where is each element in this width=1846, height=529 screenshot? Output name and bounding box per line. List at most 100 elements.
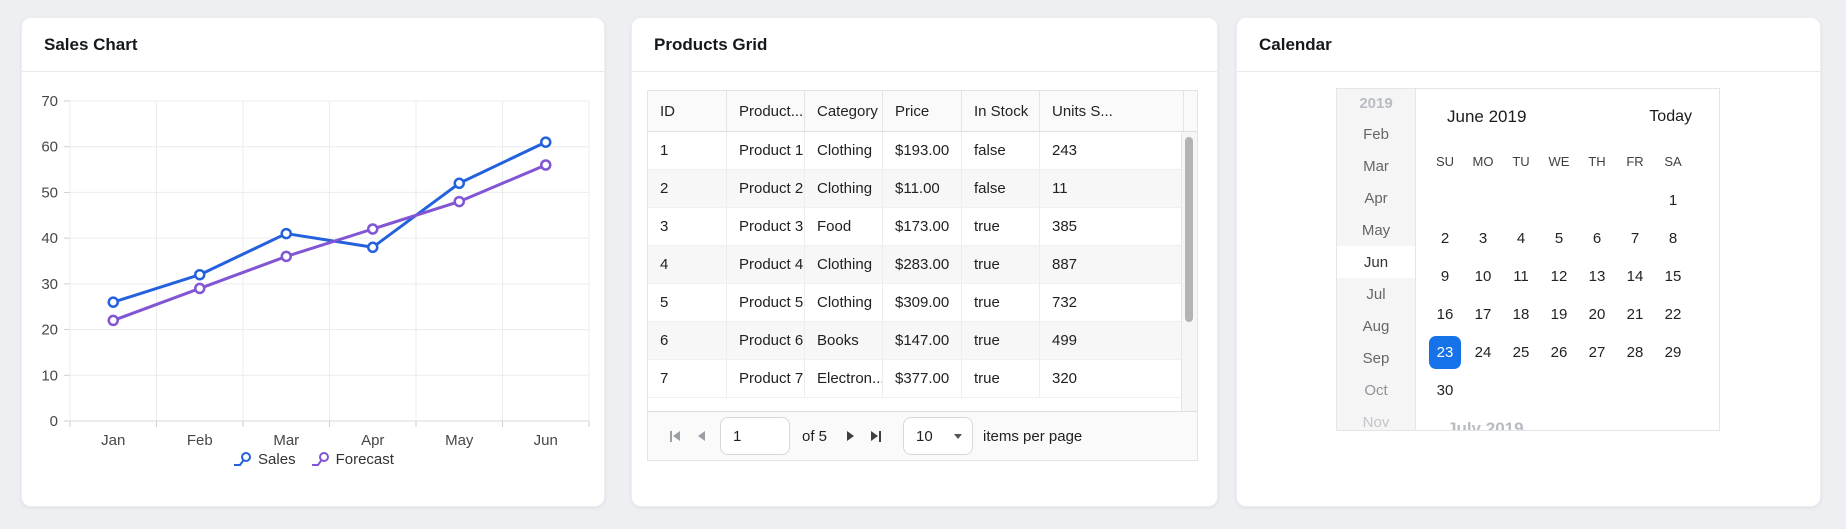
svg-text:0: 0 <box>50 413 58 430</box>
year-label: 2019 <box>1359 95 1393 112</box>
products-grid-card: Products Grid ID Product... Category Price I… <box>631 17 1218 507</box>
table-cell: 385 <box>1040 208 1184 245</box>
weekday-label: TU <box>1512 154 1530 169</box>
legend-item-forecast[interactable]: Forecast <box>310 451 394 468</box>
empty-day-cell <box>1540 181 1578 219</box>
day-cell[interactable]: 20 <box>1588 305 1606 323</box>
empty-day-cell <box>1616 371 1654 409</box>
pager-first-button[interactable] <box>662 423 688 449</box>
day-cell[interactable]: 16 <box>1436 305 1454 323</box>
svg-text:May: May <box>445 432 474 449</box>
month-item-mar[interactable]: Mar <box>1363 157 1389 175</box>
day-cell[interactable]: 30 <box>1436 381 1454 399</box>
svg-text:Feb: Feb <box>187 432 213 449</box>
table-row[interactable]: 2 Product 2 Clothing $11.00 false 11 <box>648 170 1197 208</box>
day-cell[interactable]: 11 <box>1513 267 1529 285</box>
day-cell[interactable]: 22 <box>1664 305 1682 323</box>
page-size-dropdown[interactable]: 10 <box>903 417 974 455</box>
calendar-week-row: 1 <box>1426 181 1692 219</box>
day-cell[interactable]: 9 <box>1440 267 1450 285</box>
column-header-id[interactable]: ID <box>648 91 727 131</box>
pager-last-button[interactable] <box>863 423 889 449</box>
day-cell[interactable]: 21 <box>1626 305 1644 323</box>
weekday-label: TH <box>1588 154 1606 169</box>
svg-text:Apr: Apr <box>361 432 384 449</box>
column-header-category[interactable]: Category <box>805 91 883 131</box>
day-cell[interactable]: 28 <box>1626 343 1644 361</box>
weekday-label: MO <box>1472 154 1494 169</box>
day-cell[interactable]: 19 <box>1550 305 1568 323</box>
table-row[interactable]: 7 Product 7 Electron... $377.00 true 320 <box>648 360 1197 398</box>
calendar-card: Calendar 2019 Feb Mar Apr May Jun Jul Aug Sep Oct… <box>1236 17 1821 507</box>
weekday-label: FR <box>1626 154 1644 169</box>
day-cell[interactable]: 25 <box>1512 343 1530 361</box>
day-cell[interactable]: 13 <box>1588 267 1606 285</box>
column-header-instock[interactable]: In Stock <box>962 91 1040 131</box>
day-cell[interactable]: 3 <box>1478 229 1488 247</box>
pager-prev-button[interactable] <box>688 423 714 449</box>
month-item-sep[interactable]: Sep <box>1362 349 1390 367</box>
table-row[interactable]: 4 Product 4 Clothing $283.00 true 887 <box>648 246 1197 284</box>
table-row[interactable]: 1 Product 1 Clothing $193.00 false 243 <box>648 132 1197 170</box>
day-cell[interactable]: 18 <box>1512 305 1530 323</box>
table-cell: Clothing <box>805 132 883 169</box>
month-item-apr[interactable]: Apr <box>1364 189 1388 207</box>
empty-day-cell <box>1578 371 1616 409</box>
table-row[interactable]: 3 Product 3 Food $173.00 true 385 <box>648 208 1197 246</box>
day-cell[interactable]: 29 <box>1664 343 1682 361</box>
month-item-may[interactable]: May <box>1361 221 1391 239</box>
day-cell[interactable]: 17 <box>1474 305 1492 323</box>
calendar-weeks: 1 2 3 4 5 6 7 8 9 10 11 12 13 14 15 16 17 18 19 20 21 22 23 24 2… <box>1426 181 1692 409</box>
table-cell: true <box>962 322 1040 359</box>
day-cell[interactable]: 15 <box>1664 267 1682 285</box>
legend-item-sales[interactable]: Sales <box>232 451 296 468</box>
empty-day-cell <box>1540 371 1578 409</box>
table-row[interactable]: 5 Product 5 Clothing $309.00 true 732 <box>648 284 1197 322</box>
day-cell[interactable]: 8 <box>1668 229 1678 247</box>
empty-day-cell <box>1426 181 1464 219</box>
column-header-product[interactable]: Product... <box>727 91 805 131</box>
day-cell[interactable]: 12 <box>1550 267 1568 285</box>
line-series-marker-icon <box>311 451 329 466</box>
sales-chart-title: Sales Chart <box>44 34 138 54</box>
month-item-jun[interactable]: Jun <box>1337 246 1415 278</box>
month-item-aug[interactable]: Aug <box>1362 317 1390 335</box>
day-cell[interactable]: 14 <box>1626 267 1644 285</box>
day-cell[interactable]: 1 <box>1668 191 1678 209</box>
pager-next-button[interactable] <box>837 423 863 449</box>
month-item-feb[interactable]: Feb <box>1363 125 1389 143</box>
day-cell[interactable]: 5 <box>1554 229 1564 247</box>
table-cell: Product 6 <box>727 322 805 359</box>
products-grid-header: Products Grid <box>632 18 1217 72</box>
day-cell[interactable]: 4 <box>1516 229 1526 247</box>
column-header-unitss[interactable]: Units S... <box>1040 91 1184 131</box>
calendar-view-title: June 2019 <box>1447 107 1527 126</box>
day-cell[interactable]: 10 <box>1474 267 1492 285</box>
day-cell[interactable]: 26 <box>1550 343 1568 361</box>
calendar-view-header: June 2019 Today <box>1426 89 1692 145</box>
line-series-marker-icon <box>234 451 252 466</box>
grid-scrollbar-thumb[interactable] <box>1185 137 1193 322</box>
table-cell: 11 <box>1040 170 1184 207</box>
table-row[interactable]: 6 Product 6 Books $147.00 true 499 <box>648 322 1197 360</box>
grid-scrollbar-track[interactable] <box>1181 132 1197 411</box>
month-item-jul[interactable]: Jul <box>1366 285 1386 303</box>
page-number-input[interactable]: 1 <box>720 417 790 455</box>
calendar-weekday-row: SU MO TU WE TH FR SA <box>1426 149 1692 175</box>
column-header-price[interactable]: Price <box>883 91 962 131</box>
table-cell: Product 1 <box>727 132 805 169</box>
day-cell[interactable]: 7 <box>1630 229 1640 247</box>
selected-day-cell[interactable]: 23 <box>1426 333 1464 371</box>
month-item-oct[interactable]: Oct <box>1364 381 1388 399</box>
today-button[interactable]: Today <box>1649 108 1692 125</box>
day-cell[interactable]: 24 <box>1474 343 1492 361</box>
empty-day-cell <box>1502 371 1540 409</box>
day-cell[interactable]: 2 <box>1440 229 1450 247</box>
legend-label: Sales <box>258 451 296 468</box>
day-cell[interactable]: 27 <box>1588 343 1606 361</box>
table-cell: 243 <box>1040 132 1184 169</box>
calendar-week-row: 9 10 11 12 13 14 15 <box>1426 257 1692 295</box>
day-cell[interactable]: 6 <box>1592 229 1602 247</box>
month-item-nov[interactable]: Nov <box>1362 413 1390 431</box>
